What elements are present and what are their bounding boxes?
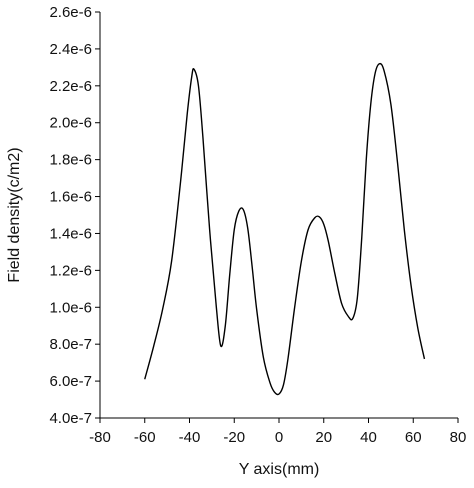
x-tick-label: 60 <box>405 429 422 446</box>
y-tick-label: 4.0e-7 <box>49 410 92 427</box>
y-tick-label: 2.0e-6 <box>49 115 92 132</box>
y-tick-label: 1.2e-6 <box>49 262 92 279</box>
y-axis-title: Field density(c/m2) <box>6 147 23 282</box>
x-tick-label: -80 <box>89 429 111 446</box>
x-tick-label: 0 <box>275 429 283 446</box>
series-layer <box>144 62 426 396</box>
y-tick-label: 1.4e-6 <box>49 225 92 242</box>
x-axis-ticks: -80 -60 -40 -20 0 20 40 60 80 <box>89 418 466 446</box>
y-tick-label: 1.8e-6 <box>49 152 92 169</box>
y-tick-label: 2.2e-6 <box>49 78 92 95</box>
y-tick-label: 1.6e-6 <box>49 189 92 206</box>
y-tick-label: 2.4e-6 <box>49 41 92 58</box>
y-tick-label: 1.0e-6 <box>49 299 92 316</box>
x-axis-title: Y axis(mm) <box>239 461 320 478</box>
chart-axes <box>99 12 458 419</box>
x-tick-label: -40 <box>179 429 201 446</box>
series-line <box>144 62 426 396</box>
x-tick-label: -20 <box>223 429 245 446</box>
y-tick-label: 8.0e-7 <box>49 336 92 353</box>
x-tick-label: 80 <box>450 429 467 446</box>
y-tick-label: 6.0e-7 <box>49 373 92 390</box>
x-tick-label: 20 <box>315 429 332 446</box>
x-tick-label: 40 <box>360 429 377 446</box>
x-tick-label: -60 <box>134 429 156 446</box>
y-tick-label: 2.6e-6 <box>49 4 92 21</box>
y-axis-ticks: 4.0e-7 6.0e-7 8.0e-7 1.0e-6 1.2e-6 1.4e-6 1.6e… <box>49 4 100 427</box>
